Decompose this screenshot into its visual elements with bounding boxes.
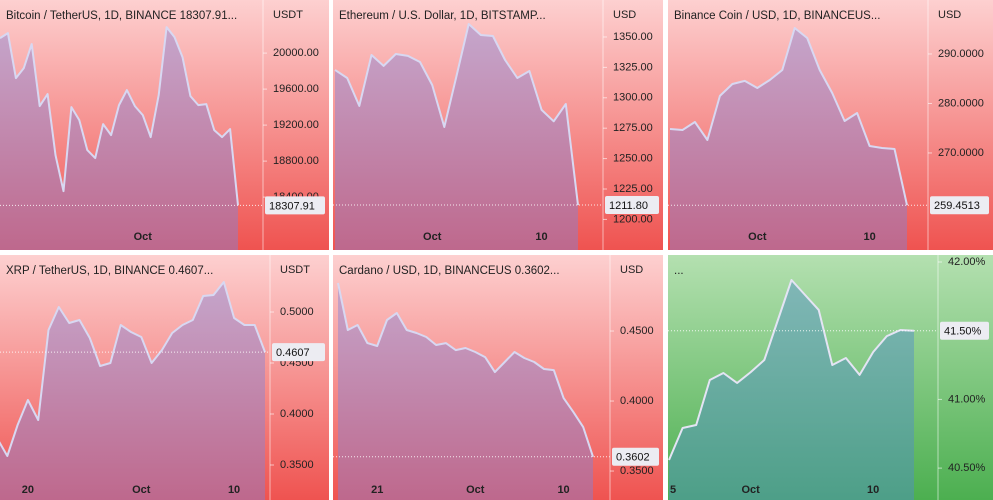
price-line <box>334 23 579 206</box>
area-fill <box>0 27 238 250</box>
y-tick-label: 1300.00 <box>613 92 653 104</box>
area-fill <box>670 28 907 250</box>
x-tick-label: 10 <box>557 484 569 496</box>
area-fill <box>338 283 593 500</box>
y-tick-label: 0.3500 <box>620 465 654 477</box>
price-line <box>337 282 594 458</box>
axis-unit: USDT <box>280 264 310 276</box>
price-line <box>668 279 915 461</box>
x-tick-label: Oct <box>466 484 485 496</box>
y-tick-label: 1200.00 <box>613 213 653 225</box>
area-fill <box>335 24 578 250</box>
last-price-box <box>930 196 989 215</box>
last-price-label: 0.3602 <box>616 452 650 464</box>
y-tick-label: 19600.00 <box>273 83 319 95</box>
x-tick-label: Oct <box>132 484 151 496</box>
y-tick-label: 270.0000 <box>938 147 984 159</box>
axis-unit: USD <box>613 9 636 21</box>
last-price-label: 1211.80 <box>609 200 648 212</box>
y-tick-label: 0.4000 <box>280 408 314 420</box>
x-tick-label: 10 <box>535 231 547 243</box>
y-tick-label: 42.00% <box>948 256 986 268</box>
last-price-box <box>612 447 659 466</box>
chart-panel: 270.0000 280.0000 290.0000 259.4513 Oct 10 Bin… <box>668 0 993 250</box>
y-tick-label: 1325.00 <box>613 61 653 73</box>
y-tick-label: 1225.00 <box>613 183 653 195</box>
price-line <box>0 281 266 457</box>
chart-title: Bitcoin / TetherUS, 1D, BINANCE 18307.91… <box>6 10 237 22</box>
y-tick-label: 0.4500 <box>620 325 654 337</box>
panel-background <box>333 255 663 500</box>
x-tick-label: 10 <box>867 484 879 496</box>
y-tick-label: 40.50% <box>948 462 986 474</box>
x-tick-label: Oct <box>741 484 760 496</box>
chart-title: ... <box>674 265 684 277</box>
x-tick-label: 10 <box>863 231 875 243</box>
panel-background <box>0 255 329 500</box>
y-tick-label: 0.3500 <box>280 459 314 471</box>
y-tick-label: 0.5000 <box>280 306 314 318</box>
y-tick-label: 280.0000 <box>938 97 984 109</box>
last-price-box <box>940 321 989 340</box>
y-tick-label: 18800.00 <box>273 155 319 167</box>
x-tick-label: 5 <box>670 484 676 496</box>
last-price-label: 259.4513 <box>934 200 980 212</box>
axis-unit: USD <box>620 264 643 276</box>
chart-title: XRP / TetherUS, 1D, BINANCE 0.4607... <box>6 265 213 277</box>
chart-title: Cardano / USD, 1D, BINANCEUS 0.3602... <box>339 265 560 277</box>
last-price-label: 41.50% <box>944 326 982 338</box>
chart-title: Ethereum / U.S. Dollar, 1D, BITSTAMP... <box>339 10 546 22</box>
chart-panel: 1200.00 1225.00 1250.00 1275.00 1300.00 1325.… <box>333 0 663 250</box>
area-fill <box>669 280 914 500</box>
y-tick-label: 1250.00 <box>613 153 653 165</box>
last-price-box <box>272 343 325 362</box>
x-tick-label: 20 <box>22 484 34 496</box>
y-tick-label: 1275.00 <box>613 122 653 134</box>
x-tick-label: Oct <box>134 231 153 243</box>
y-tick-label: 0.4000 <box>620 395 654 407</box>
last-price-box <box>605 196 659 215</box>
y-tick-label: 20000.00 <box>273 47 319 59</box>
price-line <box>0 26 239 206</box>
panel-background <box>668 255 993 500</box>
x-tick-label: Oct <box>748 231 767 243</box>
y-tick-label: 41.00% <box>948 393 986 405</box>
axis-unit: USD <box>938 9 961 21</box>
chart-title: Binance Coin / USD, 1D, BINANCEUS... <box>674 10 880 22</box>
area-fill <box>0 282 265 500</box>
chart-panel: 18400.0018800.0019200.0019600.0020000.00… <box>0 0 329 250</box>
y-tick-label: 1350.00 <box>613 31 653 43</box>
price-line <box>669 27 908 206</box>
x-tick-label: Oct <box>423 231 442 243</box>
chart-panel: 0.3500 0.4000 0.4500 0.3602 21 Oct 10 Cardano /… <box>333 255 663 500</box>
last-price-label: 0.4607 <box>276 347 310 359</box>
last-price-box <box>265 196 325 215</box>
y-tick-label: 19200.00 <box>273 119 319 131</box>
axis-unit: USDT <box>273 9 303 21</box>
last-price-label: 18307.91 <box>269 200 315 212</box>
x-tick-label: 10 <box>228 484 240 496</box>
chart-panel: 40.50% 41.00% 42.00% 41.50% 5 Oct 10... <box>668 255 993 500</box>
y-tick-label: 290.0000 <box>938 48 984 60</box>
x-tick-label: 21 <box>371 484 383 496</box>
